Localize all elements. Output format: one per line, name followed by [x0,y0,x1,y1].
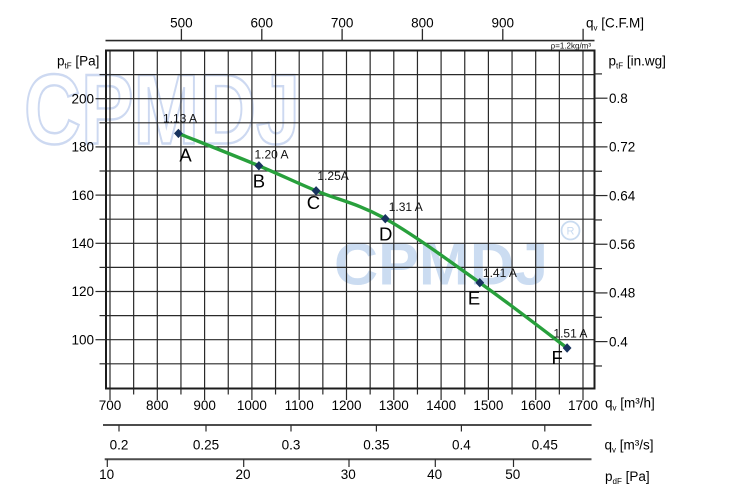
svg-text:B: B [253,170,265,191]
svg-text:0.35: 0.35 [363,438,389,453]
svg-text:1500: 1500 [473,398,503,413]
svg-text:30: 30 [341,467,356,482]
svg-text:900: 900 [492,16,515,31]
svg-text:D: D [379,224,392,245]
svg-text:C: C [307,192,320,213]
svg-text:1.41 A: 1.41 A [483,266,517,280]
svg-text:1.51 A: 1.51 A [553,326,587,340]
svg-text:1200: 1200 [331,398,361,413]
svg-text:600: 600 [251,16,274,31]
svg-text:140: 140 [71,236,94,251]
svg-text:1.31 A: 1.31 A [389,200,423,214]
svg-text:1600: 1600 [521,398,551,413]
svg-text:ρ=1.2kg/m³: ρ=1.2kg/m³ [551,41,592,50]
svg-text:1000: 1000 [237,398,267,413]
svg-text:0.64: 0.64 [609,188,636,203]
svg-text:0.25: 0.25 [193,438,219,453]
svg-text:0.48: 0.48 [609,286,635,301]
svg-text:10: 10 [99,467,114,482]
svg-text:ptF [Pa]: ptF [Pa] [57,53,99,70]
svg-text:R: R [567,226,575,238]
svg-text:0.2: 0.2 [110,438,129,453]
svg-text:1.25A: 1.25A [317,169,348,183]
svg-text:160: 160 [71,188,94,203]
svg-text:1300: 1300 [379,398,409,413]
svg-text:pdF [Pa]: pdF [Pa] [605,469,650,486]
svg-text:1400: 1400 [426,398,456,413]
svg-text:180: 180 [71,140,94,155]
svg-text:700: 700 [99,398,122,413]
svg-text:ptF [in.wg]: ptF [in.wg] [609,54,666,71]
svg-text:500: 500 [170,16,193,31]
svg-text:qv [m³/s]: qv [m³/s] [605,438,654,455]
svg-text:0.56: 0.56 [609,237,635,252]
svg-text:1100: 1100 [285,398,314,413]
svg-text:800: 800 [146,398,169,413]
svg-text:50: 50 [505,467,520,482]
svg-text:F: F [552,347,563,368]
svg-text:0.4: 0.4 [452,438,471,453]
svg-text:1.13 A: 1.13 A [163,112,197,126]
svg-text:0.4: 0.4 [609,334,628,349]
svg-text:0.45: 0.45 [532,438,558,453]
svg-text:700: 700 [331,16,354,31]
svg-text:1.20 A: 1.20 A [255,148,289,162]
svg-text:900: 900 [193,398,216,413]
svg-text:qv [m³/h]: qv [m³/h] [605,396,655,413]
svg-text:0.3: 0.3 [282,438,301,453]
svg-text:120: 120 [71,284,94,299]
svg-text:1700: 1700 [568,398,598,413]
svg-text:0.8: 0.8 [609,91,628,106]
svg-text:E: E [468,288,480,309]
svg-text:20: 20 [235,467,250,482]
svg-text:800: 800 [411,16,434,31]
svg-text:qv [C.F.M]: qv [C.F.M] [586,16,644,33]
svg-text:40: 40 [427,467,442,482]
svg-text:A: A [179,144,192,165]
svg-text:100: 100 [71,332,94,347]
svg-text:0.72: 0.72 [609,140,635,155]
svg-text:200: 200 [71,91,94,106]
